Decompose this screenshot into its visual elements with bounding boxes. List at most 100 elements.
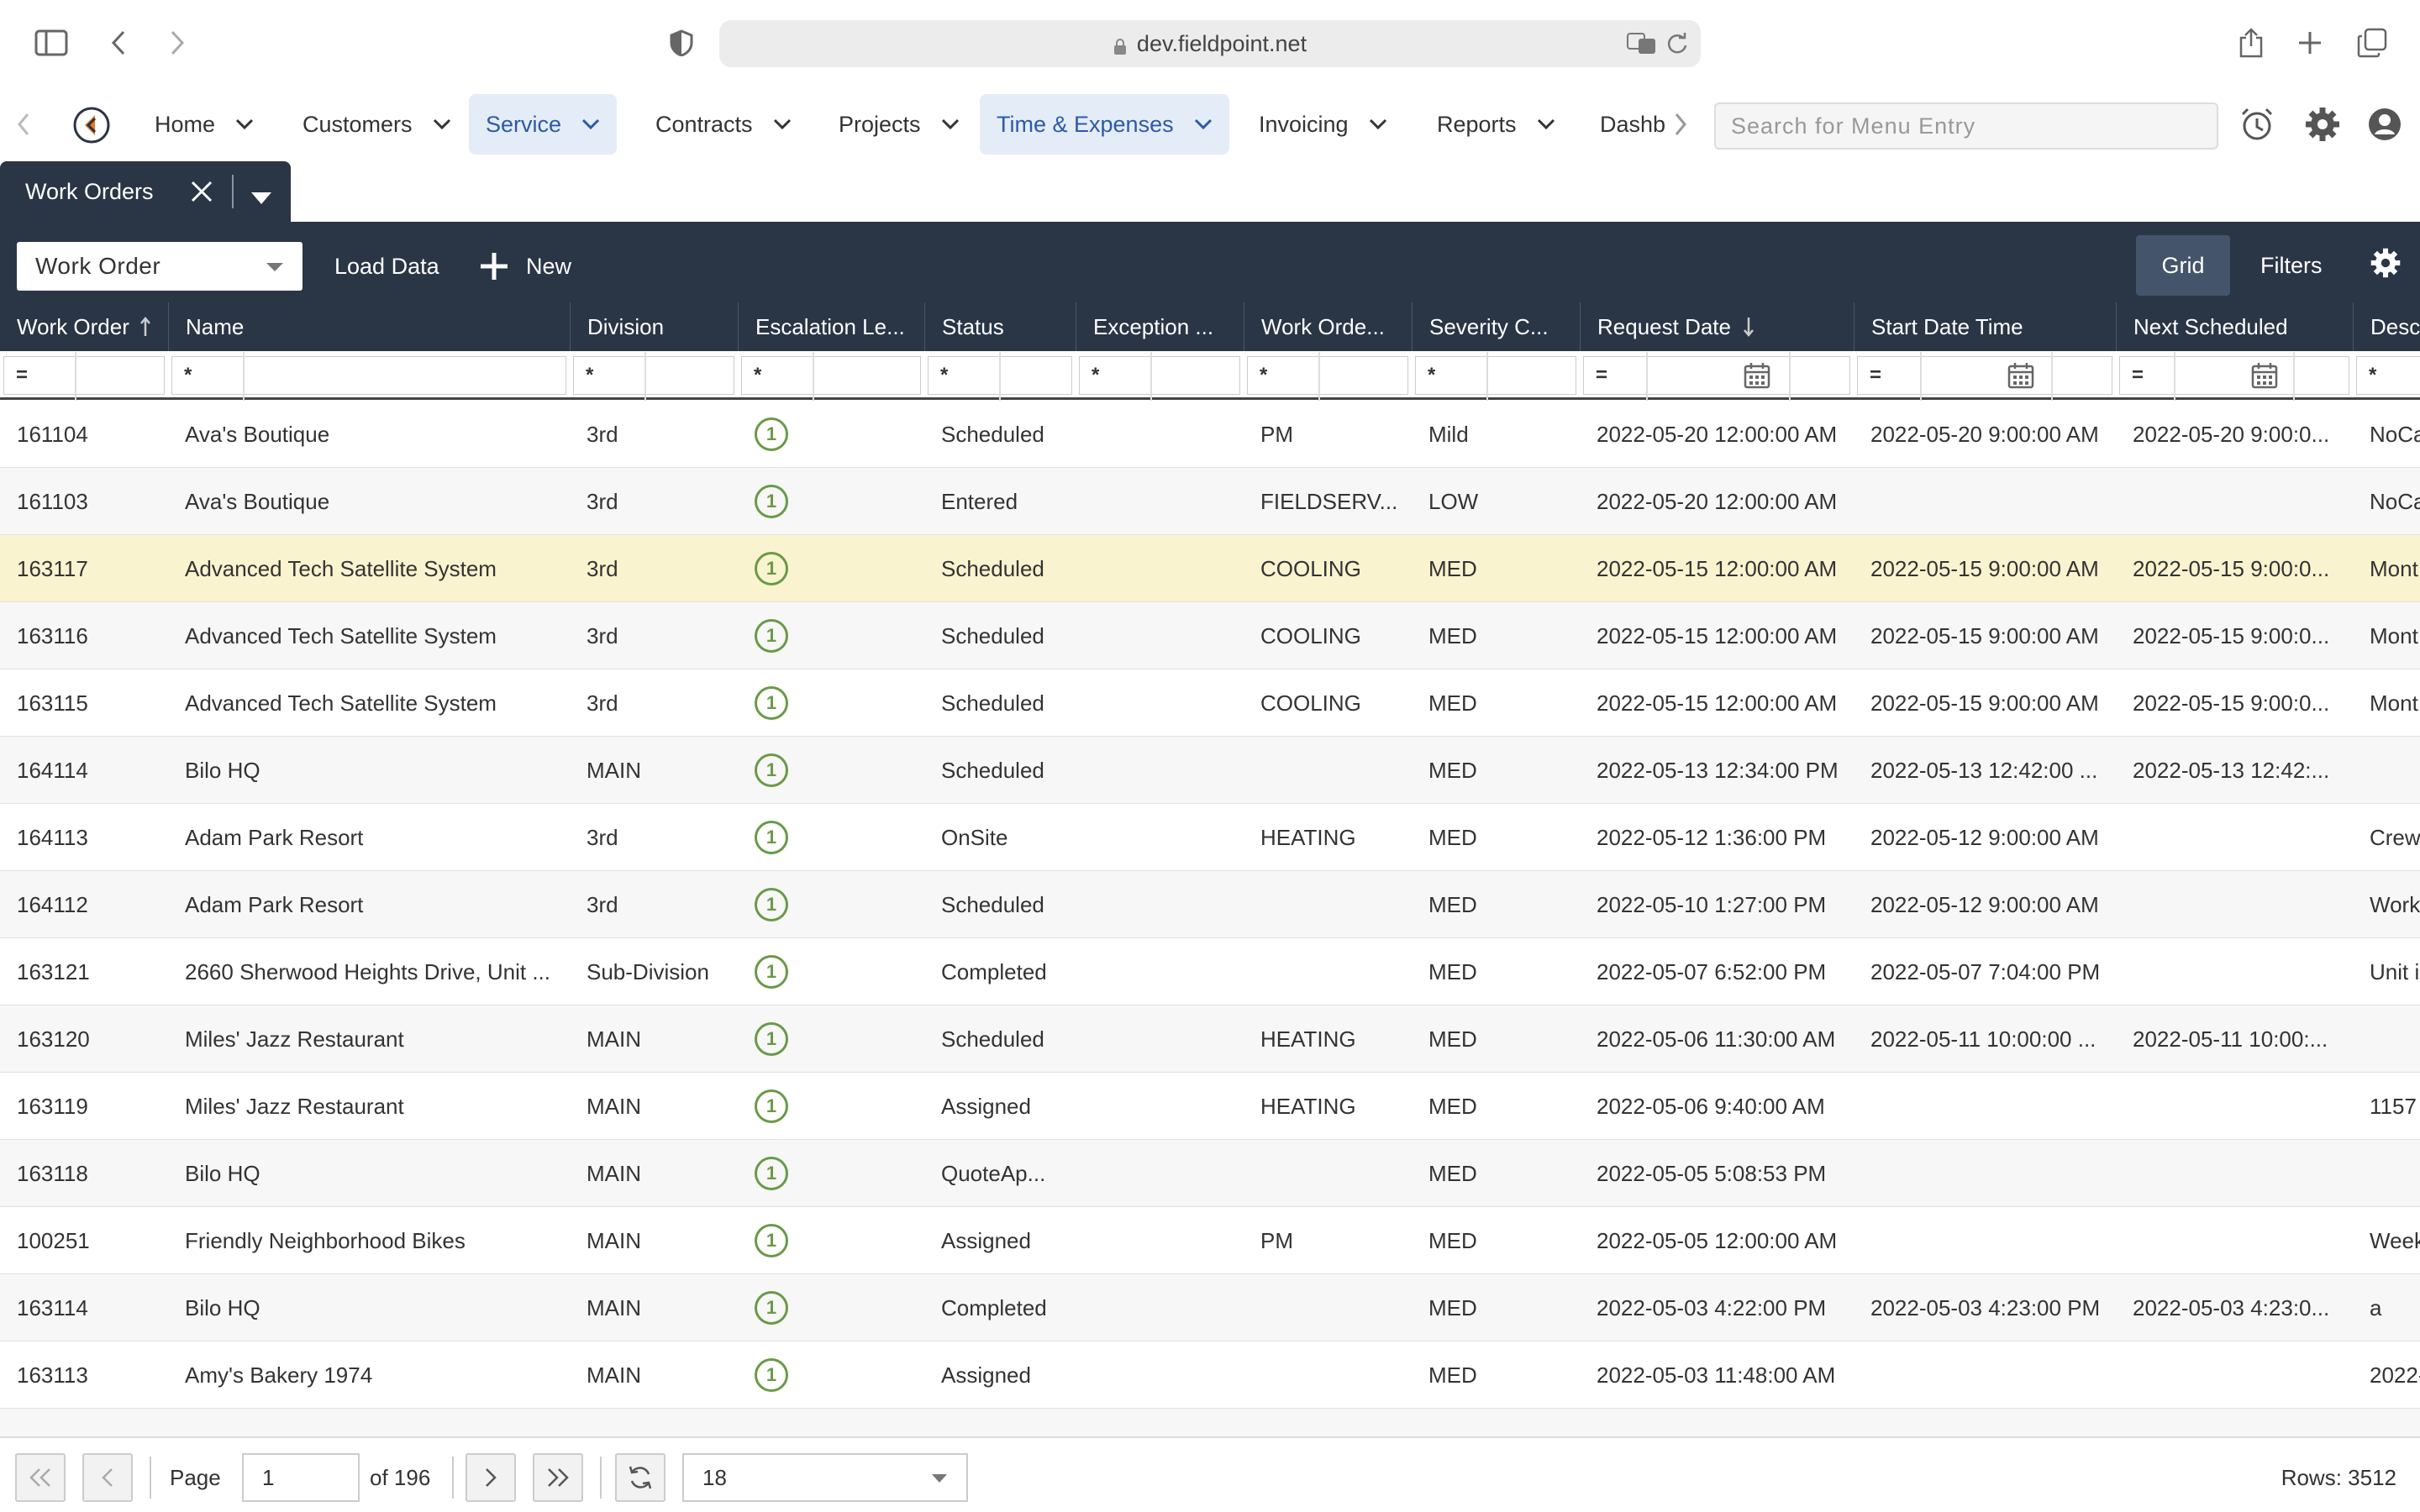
- filter-division[interactable]: *: [573, 352, 734, 401]
- app-logo-icon[interactable]: [72, 106, 111, 149]
- menu-scroll-left-icon[interactable]: [17, 113, 30, 140]
- col-header-name[interactable]: Name: [168, 302, 570, 351]
- cell-status: Entered: [941, 488, 1018, 514]
- cell-status: Scheduled: [941, 690, 1044, 716]
- back-icon[interactable]: [97, 22, 139, 64]
- table-row[interactable]: 163115 Advanced Tech Satellite System 3rd 1…: [0, 669, 2420, 737]
- privacy-shield-icon[interactable]: [660, 22, 702, 64]
- translate-icon[interactable]: [1627, 32, 1657, 61]
- col-header-work-order-type[interactable]: Work Orde...: [1244, 302, 1412, 351]
- table-row[interactable]: [0, 1409, 2420, 1436]
- table-row[interactable]: 163121 2660 Sherwood Heights Drive, Unit …: [0, 938, 2420, 1005]
- table-row[interactable]: 164112 Adam Park Resort 3rd 1 Scheduled MED 20…: [0, 871, 2420, 938]
- filter-status[interactable]: *: [928, 352, 1072, 401]
- filter-request-date[interactable]: =: [1583, 352, 1850, 401]
- load-data-button[interactable]: Load Data: [334, 253, 439, 279]
- filter-start-date-time[interactable]: =: [1857, 352, 2112, 401]
- col-header-division[interactable]: Division: [570, 302, 738, 351]
- nav-home[interactable]: Home: [138, 94, 271, 155]
- cell-division: 3rd: [587, 891, 618, 917]
- table-row[interactable]: 100251 Friendly Neighborhood Bikes MAIN 1 As…: [0, 1207, 2420, 1274]
- menu-scroll-right-icon[interactable]: [1674, 113, 1687, 140]
- table-row[interactable]: 163118 Bilo HQ MAIN 1 QuoteAp... MED 2022-05-0…: [0, 1140, 2420, 1207]
- close-tab-icon[interactable]: [190, 180, 213, 209]
- col-header-start-date-time[interactable]: Start Date Time: [1854, 302, 2116, 351]
- tab-overview-icon[interactable]: [2351, 22, 2393, 64]
- filter-work-order-type[interactable]: *: [1247, 352, 1408, 401]
- cell-esc: 1: [738, 602, 924, 669]
- cell-start: 2022-05-11 10:00:00 ...: [1870, 1026, 2096, 1052]
- nav-reports[interactable]: Reports: [1420, 94, 1572, 155]
- grid-view-button[interactable]: Grid: [2136, 235, 2230, 296]
- nav-contracts[interactable]: Contracts: [639, 94, 808, 155]
- table-row[interactable]: 163119 Miles' Jazz Restaurant MAIN 1 Assigne…: [0, 1073, 2420, 1140]
- table-row[interactable]: 163113 Amy's Bakery 1974 MAIN 1 Assigned MED 2…: [0, 1341, 2420, 1409]
- refresh-button[interactable]: [615, 1453, 666, 1502]
- table-row[interactable]: 161103 Ava's Boutique 3rd 1 Entered FIELDSERV…: [0, 468, 2420, 535]
- table-row[interactable]: 161104 Ava's Boutique 3rd 1 Scheduled PM Mild 2…: [0, 401, 2420, 468]
- first-page-button[interactable]: [15, 1453, 66, 1502]
- cell-request: 2022-05-20 12:00:00 AM: [1597, 488, 1838, 514]
- table-row[interactable]: 163116 Advanced Tech Satellite System 3rd 1…: [0, 602, 2420, 669]
- calendar-icon[interactable]: [2251, 362, 2278, 389]
- last-page-button[interactable]: [533, 1453, 583, 1502]
- col-header-exception[interactable]: Exception ...: [1076, 302, 1244, 351]
- alarm-clock-icon[interactable]: [2238, 106, 2275, 147]
- table-row[interactable]: 163120 Miles' Jazz Restaurant MAIN 1 Schedul…: [0, 1005, 2420, 1073]
- col-header-work-order[interactable]: Work Order: [0, 302, 168, 351]
- filter-name[interactable]: *: [171, 352, 566, 401]
- nav-time-expenses[interactable]: Time & Expenses: [980, 94, 1229, 155]
- filter-description[interactable]: *: [2356, 356, 2420, 395]
- forward-icon[interactable]: [156, 22, 198, 64]
- page-number-input[interactable]: [242, 1453, 360, 1502]
- nav-customers[interactable]: Customers: [286, 94, 468, 155]
- filter-escalation-level[interactable]: *: [741, 352, 921, 401]
- cell-next: [2116, 1341, 2353, 1409]
- user-avatar-icon[interactable]: [2366, 106, 2403, 147]
- cell-request: 2022-05-06 11:30:00 AM: [1597, 1026, 1836, 1052]
- cell-status: Assigned: [941, 1362, 1031, 1388]
- escalation-level-badge: 1: [755, 955, 788, 989]
- tab-menu-icon[interactable]: [250, 185, 272, 211]
- settings-gear-icon[interactable]: [2304, 106, 2341, 147]
- share-icon[interactable]: [2230, 22, 2272, 64]
- table-row[interactable]: 164113 Adam Park Resort 3rd 1 OnSite HEATING M…: [0, 804, 2420, 871]
- cell-request: 2022-05-20 12:00:00 AM: [1597, 421, 1838, 447]
- nav-dashboard[interactable]: Dashb: [1600, 111, 1666, 137]
- filter-severity-code[interactable]: *: [1415, 352, 1576, 401]
- cell-wo: 164112: [17, 891, 88, 917]
- col-header-description[interactable]: Desc: [2353, 302, 2420, 351]
- grid-settings-gear-icon[interactable]: [2370, 247, 2402, 283]
- next-page-button[interactable]: [466, 1453, 516, 1502]
- table-row[interactable]: 163117 Advanced Tech Satellite System 3rd 1…: [0, 535, 2420, 602]
- col-header-request-date[interactable]: Request Date: [1580, 302, 1854, 351]
- tab-work-orders[interactable]: Work Orders: [0, 161, 291, 222]
- table-row[interactable]: 163114 Bilo HQ MAIN 1 Completed MED 2022-05-03…: [0, 1274, 2420, 1341]
- nav-service[interactable]: Service: [469, 94, 618, 155]
- col-header-next-scheduled[interactable]: Next Scheduled: [2116, 302, 2353, 351]
- menu-search-input[interactable]: [1714, 102, 2218, 150]
- reload-icon[interactable]: [1665, 32, 1689, 61]
- previous-page-button[interactable]: [82, 1453, 133, 1502]
- cell-severity: MED: [1428, 1160, 1477, 1186]
- col-header-severity-code[interactable]: Severity C...: [1412, 302, 1580, 351]
- nav-projects[interactable]: Projects: [822, 94, 976, 155]
- new-button[interactable]: New: [479, 242, 571, 291]
- table-row[interactable]: 164114 Bilo HQ MAIN 1 Scheduled MED 2022-05-13…: [0, 737, 2420, 804]
- col-header-status[interactable]: Status: [924, 302, 1076, 351]
- new-tab-icon[interactable]: [2289, 22, 2331, 64]
- filter-exception[interactable]: *: [1079, 352, 1240, 401]
- cell-next: [2116, 804, 2353, 871]
- sidebar-toggle-icon[interactable]: [30, 22, 72, 64]
- filters-button[interactable]: Filters: [2260, 252, 2323, 278]
- cell-status: Scheduled: [941, 891, 1044, 917]
- nav-invoicing[interactable]: Invoicing: [1242, 94, 1404, 155]
- page-size-select[interactable]: 18: [682, 1453, 968, 1502]
- filter-work-order[interactable]: =: [3, 352, 165, 401]
- calendar-icon[interactable]: [1744, 362, 1770, 389]
- calendar-icon[interactable]: [2007, 362, 2034, 389]
- url-bar[interactable]: dev.fieldpoint.net: [719, 20, 1701, 67]
- col-header-escalation-level[interactable]: Escalation Le...: [738, 302, 924, 351]
- filter-next-scheduled[interactable]: =: [2119, 352, 2349, 401]
- entity-select[interactable]: Work Order: [17, 242, 302, 291]
